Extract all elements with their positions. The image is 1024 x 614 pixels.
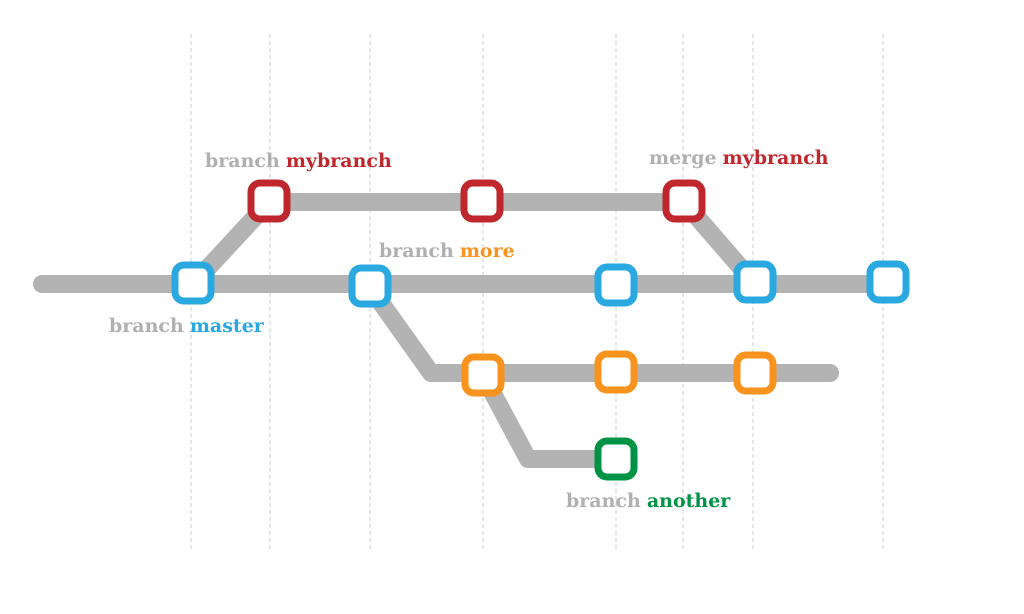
- commit-node-master: [348, 264, 392, 308]
- commit-node-mybranch: [247, 179, 291, 223]
- commit-node-master: [171, 261, 215, 305]
- label-branch-name: mybranch: [723, 147, 829, 169]
- track-more: [360, 277, 839, 382]
- commit-node-another: [594, 437, 638, 481]
- commit-node-more: [594, 350, 638, 394]
- label-branch-master: branch master: [109, 315, 265, 337]
- commit-node-mybranch: [662, 179, 706, 223]
- label-branch-another: branch another: [566, 490, 731, 512]
- label-keyword: branch: [205, 150, 280, 172]
- label-merge-mybranch: merge mybranch: [649, 147, 829, 169]
- track-another: [474, 366, 625, 468]
- label-branch-more: branch more: [379, 240, 515, 262]
- commit-node-more: [461, 353, 505, 397]
- label-keyword: merge: [649, 147, 717, 169]
- commit-node-master: [866, 260, 910, 304]
- label-keyword: branch: [379, 240, 454, 262]
- commit-node-master: [594, 263, 638, 307]
- label-branch-name: master: [190, 315, 265, 337]
- label-keyword: branch: [109, 315, 184, 337]
- label-branch-name: another: [647, 490, 731, 512]
- commit-nodes: [171, 179, 910, 481]
- commit-node-more: [733, 351, 777, 395]
- label-branch-name: mybranch: [286, 150, 392, 172]
- commit-node-master: [733, 260, 777, 304]
- commit-node-mybranch: [460, 179, 504, 223]
- label-keyword: branch: [566, 490, 641, 512]
- label-branch-name: more: [460, 240, 515, 262]
- label-branch-mybranch: branch mybranch: [205, 150, 392, 172]
